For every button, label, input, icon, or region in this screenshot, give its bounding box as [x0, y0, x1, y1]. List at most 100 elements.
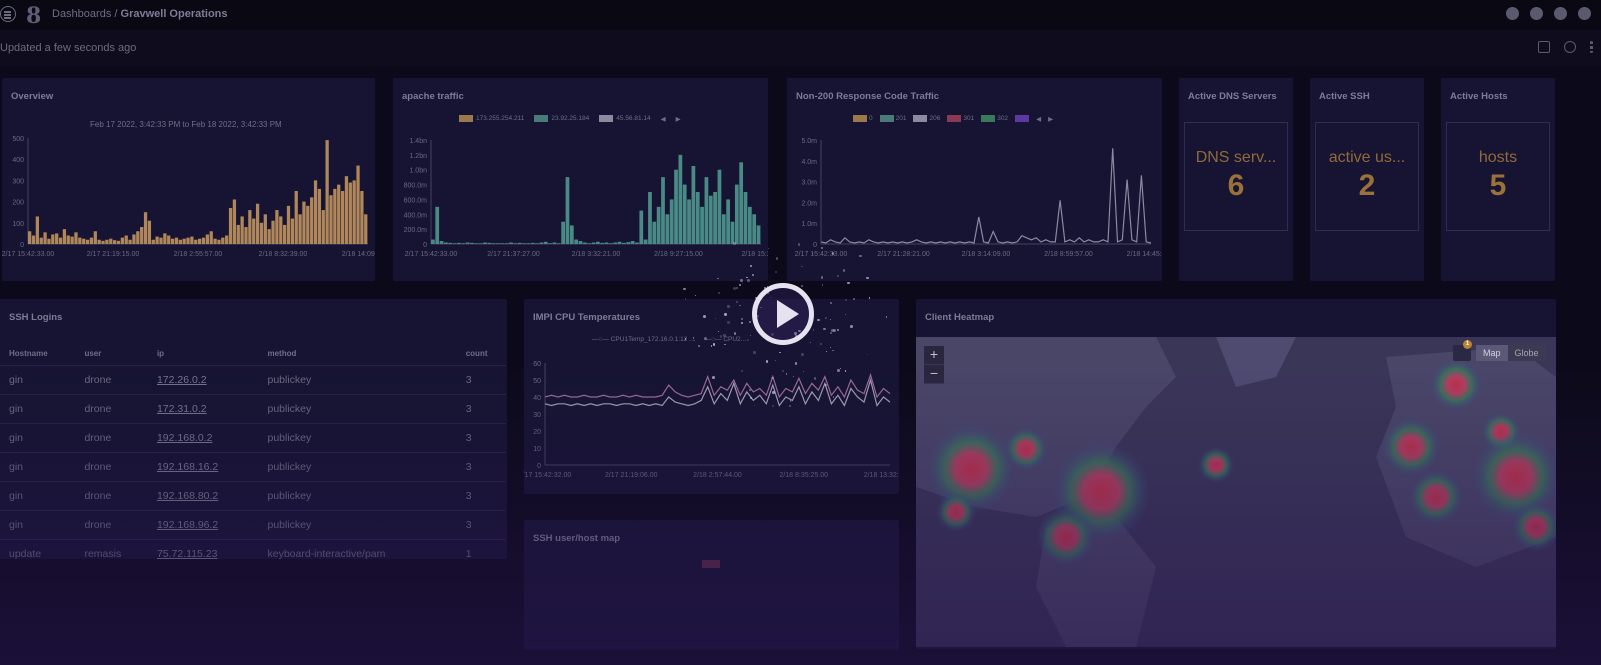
ssh-panel: Active SSH active us... 2 — [1310, 78, 1424, 281]
x-tick-label: 2/18 13:32:56.00 — [864, 472, 899, 479]
settings-icon[interactable] — [1564, 41, 1576, 53]
y-tick-label: 0 — [813, 242, 817, 249]
zoom-in-button[interactable]: + — [924, 346, 944, 365]
legend-item[interactable]: 301 — [947, 115, 974, 123]
bar — [439, 241, 444, 244]
legend-prev-icon[interactable]: ◀ — [1036, 116, 1042, 123]
bar — [708, 195, 713, 244]
bar — [271, 220, 275, 244]
sparkle-dot — [772, 390, 776, 394]
ip-cell[interactable]: 192.168.96.2 — [147, 510, 259, 540]
column-header[interactable]: ip — [156, 348, 165, 358]
legend-item[interactable]: 173.255.254.211 — [459, 115, 524, 123]
legend-item[interactable]: 206 — [913, 115, 940, 123]
bar — [500, 243, 505, 244]
bar — [217, 239, 221, 244]
hosts-panel: Active Hosts hosts 5 — [1441, 78, 1555, 281]
bar — [120, 237, 124, 244]
bar — [648, 192, 652, 244]
bell-icon[interactable] — [1554, 7, 1567, 20]
table-row[interactable]: gin drone 172.26.0.2 publickey 3 — [0, 365, 506, 395]
graph-node[interactable] — [702, 560, 720, 568]
column-header[interactable]: count — [465, 348, 488, 358]
legend-item[interactable]: 302 — [981, 115, 1008, 123]
globe-button[interactable]: Globe — [1507, 345, 1546, 361]
legend-item[interactable]: 45.56.81.14 — [599, 115, 651, 123]
sparkle-dot — [754, 405, 756, 407]
table-row[interactable]: gin drone 192.168.0.2 publickey 3 — [0, 423, 506, 453]
column-header[interactable]: Hostname — [9, 348, 48, 358]
count-cell: 3 — [456, 365, 506, 395]
more-icon[interactable] — [1590, 41, 1593, 53]
pin-icon[interactable]: 1 — [1453, 340, 1472, 361]
column-header[interactable]: user — [84, 348, 102, 358]
table-row[interactable]: gin drone 192.168.80.2 publickey 3 — [0, 481, 506, 511]
bar — [569, 225, 574, 244]
bar — [635, 242, 639, 244]
legend-item[interactable]: ―○― CPU2... — [704, 336, 747, 343]
sparkle-dot — [825, 383, 828, 387]
ip-cell[interactable]: 75.72.115.23 — [147, 539, 259, 568]
sparkle-dot — [739, 279, 743, 283]
bar — [136, 231, 140, 244]
ip-cell[interactable]: 192.168.0.2 — [147, 423, 259, 453]
bar — [496, 243, 500, 244]
table-row[interactable]: update remasis 75.72.115.23 keyboard-intera… — [0, 539, 506, 568]
sparkle-dot — [832, 329, 836, 333]
bar — [639, 210, 644, 244]
table-row[interactable]: gin drone 172.31.0.2 publickey 3 — [0, 394, 506, 424]
table-row[interactable]: gin drone 192.168.16.2 publickey 3 — [0, 452, 506, 482]
heatmap-map[interactable] — [916, 337, 1556, 647]
sparkle-dot — [692, 337, 695, 340]
sparkle-dot — [746, 276, 748, 279]
help-icon[interactable] — [1506, 7, 1519, 20]
bar — [236, 224, 240, 244]
legend-next-icon[interactable]: ▶ — [675, 116, 681, 123]
sparkle-dot — [829, 301, 832, 304]
legend-item[interactable]: 23.92.25.184 — [534, 115, 589, 123]
legend-item[interactable]: 201 — [879, 115, 906, 123]
bar — [556, 243, 561, 244]
non200-chart: 5.0m 4.0m 3.0m 2.0m 1.0m 0 2/17 15:42:33.00 2/1… — [795, 138, 1162, 258]
map-button[interactable]: Map — [1476, 345, 1508, 361]
breadcrumb-root[interactable]: Dashboards — [52, 8, 112, 20]
y-tick-label: 300 — [12, 178, 24, 185]
bar — [487, 242, 492, 244]
bar — [478, 243, 483, 244]
ip-cell[interactable]: 172.26.0.2 — [147, 365, 259, 395]
sparkle-dot — [820, 343, 823, 345]
sparkle-dot — [703, 315, 706, 318]
zoom-out-button[interactable]: − — [924, 365, 944, 384]
x-tick-label: 2/18 15:22:0 — [742, 251, 768, 258]
table-header-row: Hostname user ip method count — [0, 341, 506, 366]
legend-item[interactable] — [1015, 115, 1030, 123]
apache-panel: apache traffic 173.255.254.211 23.92.25.… — [393, 78, 768, 281]
play-icon — [777, 300, 799, 328]
activity-icon[interactable] — [1530, 7, 1543, 20]
play-button[interactable] — [752, 283, 814, 345]
legend-next-icon[interactable]: ▶ — [1048, 116, 1054, 123]
y-tick-label: 5.0m — [801, 138, 817, 145]
sparkle-dot — [840, 367, 842, 369]
legend-prev-icon[interactable]: ◀ — [660, 116, 666, 123]
legend-item[interactable]: 0 — [853, 115, 873, 123]
calendar-icon[interactable] — [1538, 41, 1550, 53]
ip-cell[interactable]: 192.168.80.2 — [147, 481, 259, 511]
column-header[interactable]: method — [267, 348, 297, 358]
cpu-temp-panel: IMPI CPU Temperatures ―○― CPU1Temp_172.1… — [524, 299, 899, 494]
table-row[interactable]: gin drone 192.168.96.2 publickey 3 — [0, 510, 506, 540]
sparkle-dot — [741, 282, 743, 285]
bar — [113, 240, 117, 244]
legend-item[interactable]: ―○― CPU1Temp_172.16.0.1:12 ... — [592, 336, 695, 343]
ip-cell[interactable]: 192.168.16.2 — [147, 452, 259, 482]
sparkle-dot — [714, 317, 717, 320]
bar — [186, 237, 190, 244]
panel-title: Active Hosts — [1450, 91, 1508, 102]
ip-cell[interactable]: 172.31.0.2 — [147, 394, 259, 424]
hostname-cell: gin — [0, 394, 76, 424]
menu-icon[interactable] — [0, 6, 16, 22]
sparkle-dot — [698, 345, 701, 347]
bar — [205, 234, 209, 244]
pin-count-badge: 1 — [1463, 340, 1472, 349]
account-icon[interactable] — [1578, 7, 1591, 20]
